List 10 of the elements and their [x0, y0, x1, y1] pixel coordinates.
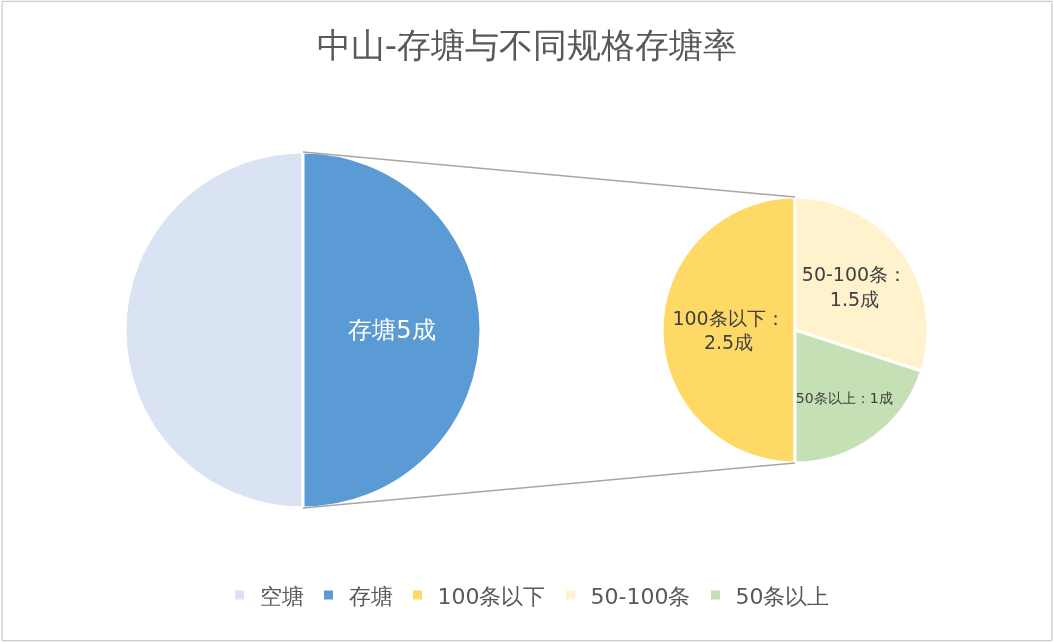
legend-label: 100条以下 — [437, 583, 546, 609]
data-label: 存塘5成 — [348, 316, 436, 344]
data-label: 50条以上：1成 — [795, 389, 893, 406]
data-label: 50-100条： 1.5成 — [801, 263, 908, 311]
chart-title: 中山-存塘与不同规格存塘率 — [316, 24, 738, 65]
legend-label: 空塘 — [259, 583, 304, 609]
legend-label: 50-100条 — [590, 583, 691, 609]
data-label: 100条以下： 2.5成 — [672, 306, 785, 354]
legend-label: 存塘 — [348, 583, 393, 609]
legend-label: 50条以上 — [735, 583, 830, 609]
